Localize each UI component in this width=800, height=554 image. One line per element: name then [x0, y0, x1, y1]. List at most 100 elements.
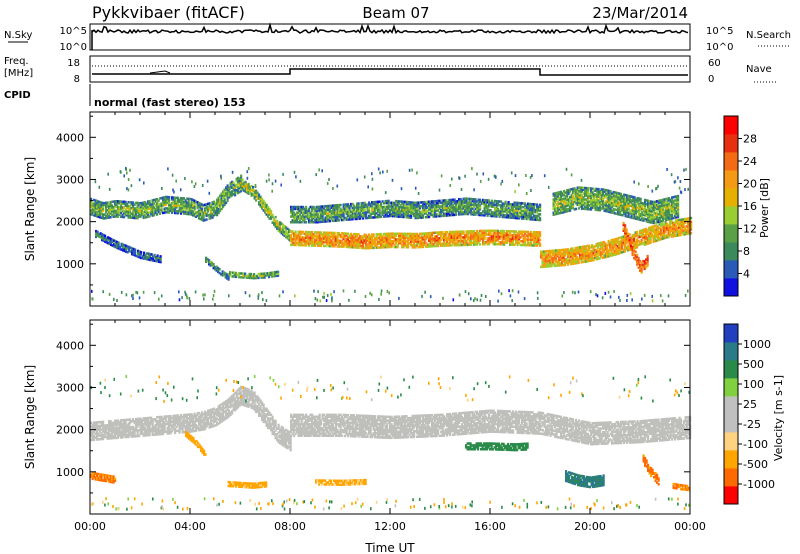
power-cell — [277, 227, 280, 231]
power-cell — [276, 221, 279, 225]
power-cell — [175, 196, 178, 200]
power-cell — [375, 238, 378, 242]
power-cell — [380, 232, 383, 236]
power-cell — [345, 241, 348, 245]
power-cell — [348, 210, 351, 214]
power-cell — [118, 202, 121, 205]
power-cell — [308, 215, 311, 218]
power-cell — [339, 239, 342, 243]
power-cell — [282, 225, 285, 229]
power-cell — [338, 239, 341, 242]
power-cell — [320, 231, 323, 234]
power-cell — [351, 212, 354, 215]
power-cell — [387, 203, 390, 206]
power-cell — [482, 241, 485, 244]
power-cell — [479, 229, 482, 233]
power-cell — [222, 203, 225, 207]
power-cell — [127, 210, 130, 213]
power-cell — [312, 213, 315, 216]
power-cell — [199, 202, 202, 206]
power-cell — [432, 243, 435, 246]
power-cell — [335, 243, 338, 246]
power-cell — [293, 211, 296, 214]
power-cell — [342, 237, 345, 241]
power-cell — [309, 242, 312, 245]
power-cell — [341, 241, 344, 244]
power-cell — [118, 200, 121, 203]
power-cell — [537, 242, 540, 245]
power-cell — [157, 210, 160, 214]
power-cell — [507, 230, 510, 233]
power-cell — [458, 236, 461, 239]
power-cell — [94, 199, 97, 202]
power-cell — [470, 232, 473, 235]
power-cell — [432, 211, 435, 214]
power-cell — [335, 207, 338, 211]
power-cell — [353, 238, 356, 242]
power-cell — [330, 204, 333, 207]
power-cell — [166, 195, 169, 199]
power-cell — [320, 205, 323, 208]
power-cell — [357, 237, 360, 240]
power-cell — [329, 216, 332, 219]
power-cell — [431, 233, 434, 237]
power-cell — [312, 221, 315, 224]
power-cell — [450, 236, 453, 239]
power-cell — [423, 237, 426, 241]
power-cell — [455, 242, 458, 245]
power-cell — [390, 207, 393, 210]
power-cell — [359, 215, 362, 218]
power-cell — [314, 238, 317, 242]
power-cell — [509, 243, 512, 246]
power-cell — [486, 242, 489, 246]
power-cell — [321, 220, 324, 223]
power-cell — [413, 201, 416, 204]
power-cell — [488, 231, 491, 234]
power-cell — [410, 240, 413, 243]
power-cell — [308, 211, 311, 214]
power-cell — [416, 242, 419, 245]
power-cell — [145, 208, 148, 211]
power-cell — [336, 233, 339, 237]
power-cell — [503, 229, 506, 233]
power-cell — [533, 238, 536, 241]
power-cell — [437, 233, 440, 236]
power-cell — [238, 185, 241, 188]
power-cell — [429, 231, 432, 235]
power-cell — [369, 203, 372, 206]
power-cell — [318, 209, 321, 212]
power-cell — [372, 246, 375, 250]
power-cell — [521, 243, 524, 247]
power-cell — [142, 205, 145, 208]
power-cell — [455, 234, 458, 237]
power-cell — [512, 243, 515, 246]
power-cell — [461, 232, 464, 235]
power-cell — [393, 234, 396, 237]
power-cell — [350, 245, 353, 249]
power-cell — [498, 243, 501, 246]
power-cell — [411, 201, 414, 204]
power-cell — [362, 237, 365, 240]
power-cell — [474, 243, 477, 246]
power-cell — [372, 208, 375, 212]
power-cell — [536, 236, 539, 240]
power-cell — [369, 237, 372, 240]
power-cell — [336, 237, 339, 241]
power-cell — [450, 234, 453, 238]
power-cell — [332, 243, 335, 246]
power-cell — [473, 235, 476, 239]
power-cell — [219, 204, 222, 207]
power-cell — [510, 235, 513, 239]
power-cell — [528, 232, 531, 236]
power-cell — [474, 237, 477, 241]
power-cell — [375, 202, 378, 206]
power-cell — [318, 207, 321, 210]
power-cell — [277, 223, 280, 227]
power-cell — [347, 203, 350, 206]
power-cell — [539, 238, 542, 242]
power-cell — [494, 241, 497, 244]
power-cell — [471, 232, 474, 235]
power-cell — [286, 237, 289, 240]
power-cell — [198, 217, 201, 220]
power-cell — [306, 242, 309, 245]
